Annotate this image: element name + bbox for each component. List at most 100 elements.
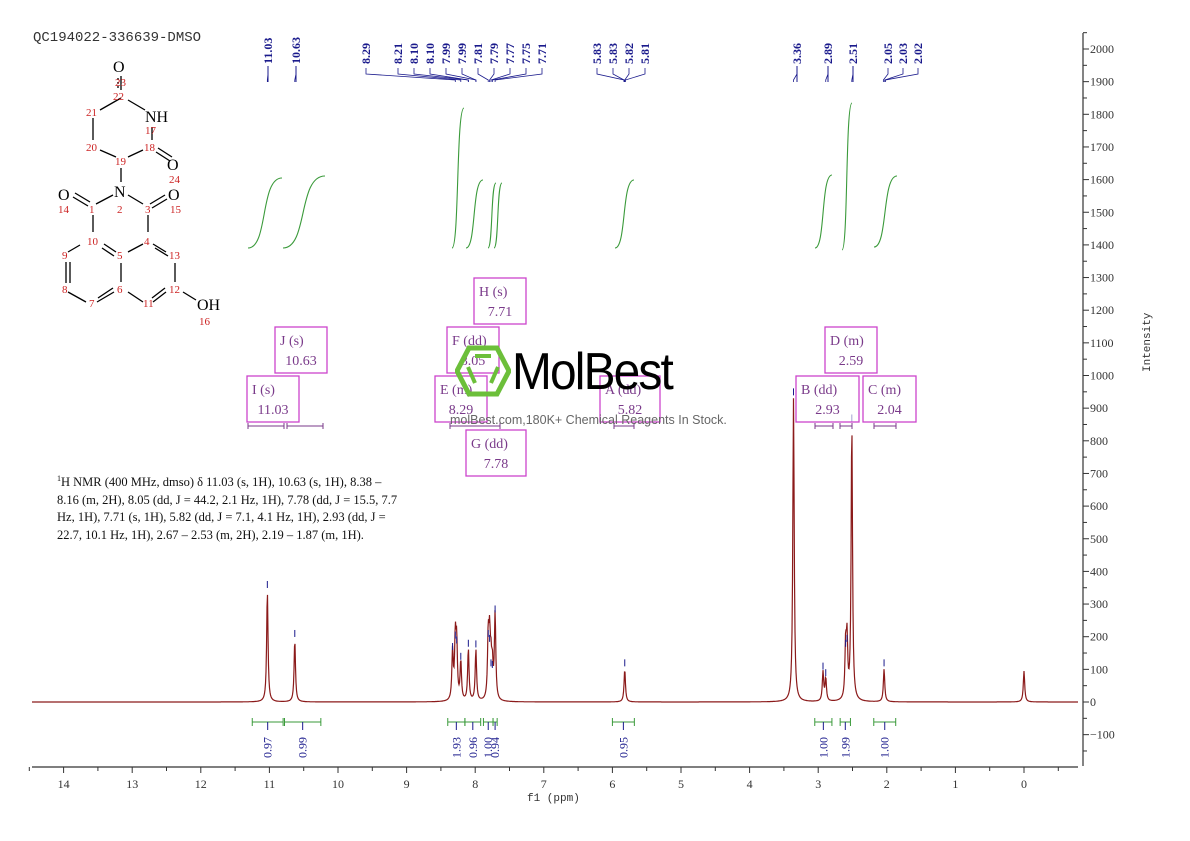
svg-text:N: N bbox=[114, 184, 126, 201]
multiplet-shift: 7.78 bbox=[484, 457, 509, 472]
peak-label-connector bbox=[624, 68, 630, 82]
multiplet-shift: 2.59 bbox=[839, 354, 864, 369]
svg-text:O: O bbox=[168, 187, 180, 204]
peak-label: 5.83 bbox=[606, 43, 620, 64]
nmr-line-1: 1H NMR (400 MHz, dmso) δ 11.03 (s, 1H), … bbox=[57, 474, 382, 490]
svg-text:24: 24 bbox=[169, 174, 181, 186]
integral-value: 1.93 bbox=[449, 737, 463, 758]
multiplet-box bbox=[465, 429, 527, 477]
peak-label-connector bbox=[461, 68, 477, 82]
svg-text:17: 17 bbox=[145, 125, 157, 137]
peak-label: 3.36 bbox=[790, 43, 804, 64]
svg-text:9: 9 bbox=[62, 250, 68, 262]
y-axis-tick-label: 800 bbox=[1090, 434, 1108, 448]
chemical-structure: O NH O N O O OH 23 22 21 17 20 18 19 24 … bbox=[58, 59, 221, 328]
peak-label: 10.63 bbox=[289, 37, 303, 64]
svg-text:12: 12 bbox=[169, 284, 180, 296]
y-axis-tick-label: 1300 bbox=[1090, 271, 1114, 285]
y-axis-tick-label: 500 bbox=[1090, 532, 1108, 546]
multiplet-shift: 5.82 bbox=[618, 403, 643, 418]
multiplet-shift: 2.04 bbox=[877, 403, 902, 418]
multiplet-box bbox=[473, 277, 527, 325]
y-axis-tick-label: 1100 bbox=[1090, 336, 1114, 350]
peak-label: 8.29 bbox=[359, 43, 373, 64]
y-axis-tick-label: 400 bbox=[1090, 564, 1108, 578]
peak-label-connector bbox=[397, 68, 462, 82]
integral-curve bbox=[841, 102, 853, 251]
svg-text:6: 6 bbox=[117, 284, 123, 296]
svg-text:23: 23 bbox=[115, 77, 127, 89]
peak-label: 7.79 bbox=[487, 43, 501, 64]
peak-label-connector bbox=[490, 68, 511, 82]
peak-label-connector bbox=[494, 68, 543, 82]
peak-label: 7.99 bbox=[455, 43, 469, 64]
integral-curve bbox=[451, 107, 465, 249]
multiplet-label: H (s) bbox=[479, 285, 508, 300]
multiplet-label: B (dd) bbox=[801, 383, 838, 398]
peak-label-connector bbox=[429, 68, 469, 82]
svg-text:5: 5 bbox=[117, 250, 123, 262]
svg-text:O: O bbox=[113, 59, 125, 76]
svg-text:16: 16 bbox=[199, 316, 211, 328]
watermark-logo: MolBest bbox=[512, 343, 674, 401]
peak-label: 2.89 bbox=[821, 43, 835, 64]
watermark-subtitle: molBest.com,180K+ Chemical Reagents In S… bbox=[450, 413, 727, 427]
x-axis-tick-label: 2 bbox=[884, 777, 890, 791]
peak-label-connector bbox=[882, 68, 889, 82]
multiplet-label: A (dd) bbox=[605, 383, 642, 398]
y-axis-tick-label: 1200 bbox=[1090, 303, 1114, 317]
svg-text:21: 21 bbox=[86, 107, 97, 119]
y-axis-tick-label: 1500 bbox=[1090, 205, 1114, 219]
y-axis-tick-label: 1400 bbox=[1090, 238, 1114, 252]
y-axis-tick-label: 600 bbox=[1090, 499, 1108, 513]
multiplet-shift: 10.63 bbox=[285, 354, 317, 369]
integral-value: 0.94 bbox=[488, 737, 502, 758]
y-axis-tick-label: 1700 bbox=[1090, 140, 1114, 154]
svg-text:22: 22 bbox=[113, 91, 124, 103]
x-axis-tick-label: 9 bbox=[404, 777, 410, 791]
x-axis-tick-label: 7 bbox=[541, 777, 547, 791]
multiplet-box bbox=[274, 326, 328, 374]
peak-label: 7.81 bbox=[471, 43, 485, 64]
peak-label: 2.02 bbox=[911, 43, 925, 64]
x-axis-tick-label: 4 bbox=[747, 777, 753, 791]
x-axis-tick-label: 6 bbox=[609, 777, 615, 791]
x-axis-tick-label: 13 bbox=[126, 777, 138, 791]
integral-value: 0.95 bbox=[616, 737, 630, 758]
svg-text:4: 4 bbox=[144, 236, 150, 248]
integral-curve bbox=[282, 175, 326, 249]
x-axis-tick-label: 5 bbox=[678, 777, 684, 791]
peak-label: 7.75 bbox=[519, 43, 533, 64]
svg-text:18: 18 bbox=[144, 142, 156, 154]
peak-label: 8.21 bbox=[391, 43, 405, 64]
y-axis-tick-label: 200 bbox=[1090, 630, 1108, 644]
multiplet-label: G (dd) bbox=[471, 437, 508, 452]
y-axis-tick-label: 1800 bbox=[1090, 107, 1114, 121]
peak-label: 11.03 bbox=[261, 38, 275, 64]
integral-value: 0.99 bbox=[296, 737, 310, 758]
x-axis-tick-label: 12 bbox=[195, 777, 207, 791]
nmr-description: 1H NMR (400 MHz, dmso) δ 11.03 (s, 1H), … bbox=[57, 470, 447, 544]
spectrum-trace bbox=[32, 398, 1078, 703]
peak-label-connector bbox=[491, 68, 527, 82]
integral-curve bbox=[487, 182, 497, 249]
peak-label: 8.10 bbox=[423, 43, 437, 64]
integral-curve bbox=[614, 179, 635, 249]
x-axis-title: f1 (ppm) bbox=[527, 793, 580, 805]
x-axis-tick-label: 8 bbox=[472, 777, 478, 791]
peak-label-connector bbox=[793, 68, 798, 82]
y-axis-tick-label: 900 bbox=[1090, 401, 1108, 415]
x-axis-tick-label: 11 bbox=[264, 777, 276, 791]
integral-value: 1.00 bbox=[816, 737, 830, 758]
multiplet-label: D (m) bbox=[830, 334, 864, 349]
multiplet-shift: 11.03 bbox=[258, 403, 289, 418]
svg-text:O: O bbox=[58, 187, 70, 204]
svg-text:NH: NH bbox=[145, 109, 169, 126]
molbest-hexagon-icon bbox=[455, 345, 511, 397]
y-axis-tick-label: 700 bbox=[1090, 466, 1108, 480]
svg-text:20: 20 bbox=[86, 142, 98, 154]
nmr-line-4: 22.7, 10.1 Hz, 1H), 2.67 – 2.53 (m, 2H),… bbox=[57, 527, 364, 542]
peak-label-connector bbox=[489, 68, 495, 82]
y-axis-tick-label: 300 bbox=[1090, 597, 1108, 611]
